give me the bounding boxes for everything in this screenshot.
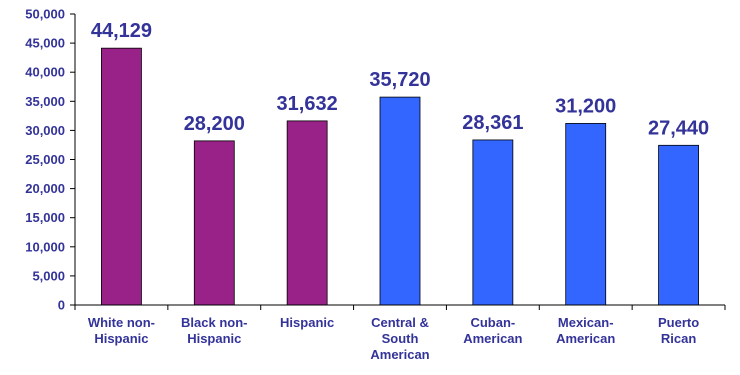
- y-tick-label: 50,000: [25, 7, 65, 22]
- x-tick-label-line: Hispanic: [94, 331, 148, 346]
- bar: [193, 140, 235, 306]
- x-tick-label-line: White non-: [88, 315, 155, 330]
- x-tick-label-line: American: [370, 347, 429, 362]
- x-tick-label-line: Black non-: [181, 315, 247, 330]
- x-tick-label: Hispanic: [280, 315, 334, 330]
- axes-group: [70, 13, 726, 310]
- x-tick-label: Central & South American: [370, 315, 429, 362]
- bar: [658, 144, 699, 306]
- x-tick-label-line: Central &: [371, 315, 429, 330]
- y-tick-label: 30,000: [25, 123, 65, 138]
- y-tick-labels: 0 5,000 10,000 15,000 20,000 25,000 30,000 35,0…: [25, 7, 65, 313]
- y-tick-label: 5,000: [32, 268, 65, 283]
- x-tick-label: Cuban-American: [463, 315, 522, 346]
- x-tick-label-line: Puerto: [658, 315, 699, 330]
- bar: [379, 96, 421, 306]
- bars-group: [101, 47, 699, 306]
- y-tick-label: 10,000: [25, 239, 65, 254]
- y-tick-label: 35,000: [25, 94, 65, 109]
- bar-value-label: 31,632: [277, 93, 338, 115]
- y-tick-label: 20,000: [25, 181, 65, 196]
- y-tick-label: 25,000: [25, 152, 65, 167]
- bar: [472, 139, 514, 306]
- x-tick-label-line: Cuban-: [470, 315, 515, 330]
- data-labels: 44,129 28,200 31,632 35,720 28,361 31,200 27,4…: [91, 20, 709, 139]
- bar-value-label: 31,200: [555, 95, 616, 117]
- x-tick-label-line: Mexican-: [558, 315, 614, 330]
- x-tick-label-line: American: [463, 331, 522, 346]
- y-tick-label: 15,000: [25, 210, 65, 225]
- bar: [286, 120, 328, 306]
- x-tick-label: Puerto Rican: [658, 315, 699, 346]
- x-tick-label-line: Rican: [661, 331, 696, 346]
- x-tick-label: White non-Hispanic: [88, 315, 155, 346]
- bar: [565, 123, 607, 306]
- y-tick-label: 0: [58, 298, 65, 313]
- x-tick-label: Mexican-American: [556, 315, 615, 346]
- x-tick-label-line: American: [556, 331, 615, 346]
- bar-value-label: 44,129: [91, 20, 152, 42]
- bar: [101, 47, 142, 306]
- bar-value-label: 28,200: [184, 113, 245, 135]
- bar-value-label: 35,720: [369, 69, 430, 91]
- bar-value-label: 27,440: [648, 117, 709, 139]
- y-tick-label: 40,000: [25, 65, 65, 80]
- x-tick-label: Black non-Hispanic: [181, 315, 247, 346]
- x-tick-label-line: Hispanic: [280, 315, 334, 330]
- y-tick-label: 45,000: [25, 36, 65, 51]
- bar-value-label: 28,361: [462, 112, 523, 134]
- x-tick-label-line: Hispanic: [187, 331, 241, 346]
- x-tick-label-line: South: [382, 331, 419, 346]
